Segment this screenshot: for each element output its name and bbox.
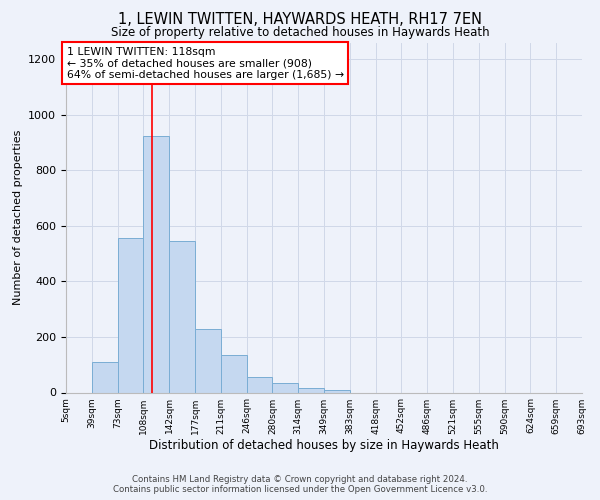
Bar xyxy=(195,328,221,392)
Bar xyxy=(272,383,298,392)
Bar xyxy=(298,388,324,392)
Text: 1 LEWIN TWITTEN: 118sqm
← 35% of detached houses are smaller (908)
64% of semi-d: 1 LEWIN TWITTEN: 118sqm ← 35% of detache… xyxy=(67,46,344,80)
Bar xyxy=(169,241,195,392)
Bar xyxy=(221,355,247,393)
Y-axis label: Number of detached properties: Number of detached properties xyxy=(13,130,23,305)
X-axis label: Distribution of detached houses by size in Haywards Heath: Distribution of detached houses by size … xyxy=(149,440,499,452)
Bar xyxy=(118,238,143,392)
Bar xyxy=(92,362,118,392)
Text: Contains HM Land Registry data © Crown copyright and database right 2024.
Contai: Contains HM Land Registry data © Crown c… xyxy=(113,474,487,494)
Text: Size of property relative to detached houses in Haywards Heath: Size of property relative to detached ho… xyxy=(110,26,490,39)
Bar xyxy=(324,390,350,392)
Bar xyxy=(143,136,169,392)
Text: 1, LEWIN TWITTEN, HAYWARDS HEATH, RH17 7EN: 1, LEWIN TWITTEN, HAYWARDS HEATH, RH17 7… xyxy=(118,12,482,28)
Bar xyxy=(247,377,272,392)
